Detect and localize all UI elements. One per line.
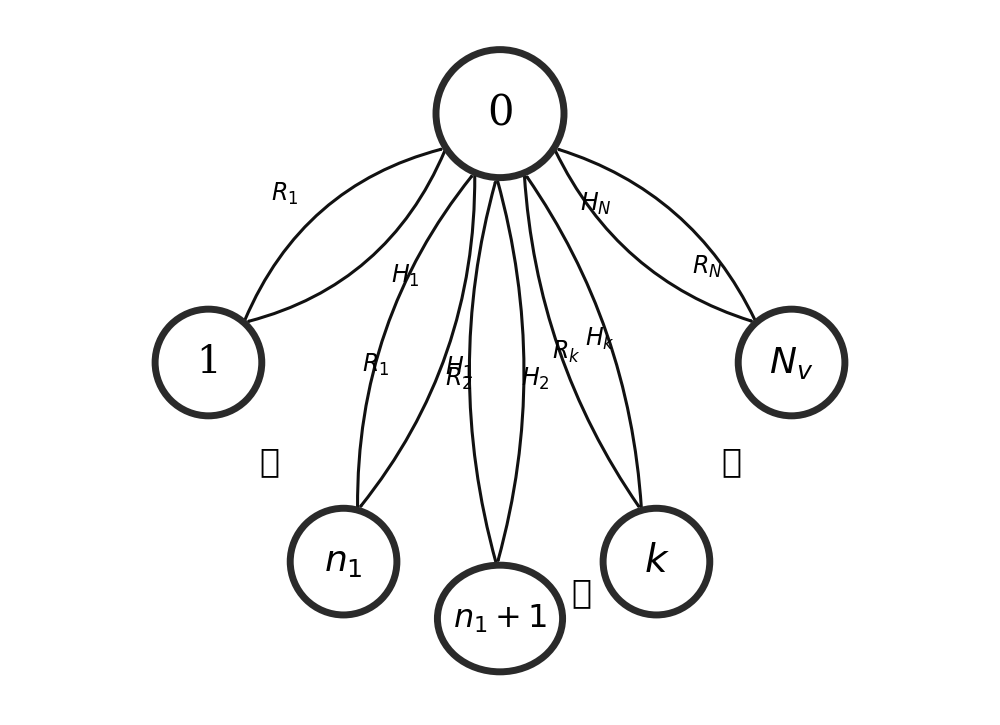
FancyArrowPatch shape xyxy=(361,175,475,506)
Text: $H_k$: $H_k$ xyxy=(585,326,614,352)
Text: $R_N$: $R_N$ xyxy=(692,254,723,280)
Ellipse shape xyxy=(436,49,564,178)
Ellipse shape xyxy=(290,508,397,615)
FancyArrowPatch shape xyxy=(524,175,639,506)
FancyArrowPatch shape xyxy=(249,151,445,321)
Ellipse shape xyxy=(155,309,262,416)
Text: $k$: $k$ xyxy=(644,543,669,580)
Text: ⋯: ⋯ xyxy=(721,446,741,478)
FancyArrowPatch shape xyxy=(527,177,641,508)
Text: $R_1$: $R_1$ xyxy=(271,181,298,207)
Ellipse shape xyxy=(738,309,845,416)
Text: ⋯: ⋯ xyxy=(259,446,279,478)
FancyArrowPatch shape xyxy=(559,149,755,320)
Text: ⋯: ⋯ xyxy=(572,578,592,610)
Text: 1: 1 xyxy=(196,344,221,381)
Text: $H_N$: $H_N$ xyxy=(580,191,612,217)
Text: $R_k$: $R_k$ xyxy=(552,339,581,365)
Text: $n_1$: $n_1$ xyxy=(324,544,363,579)
Text: 0: 0 xyxy=(487,93,513,135)
Text: $N_v$: $N_v$ xyxy=(769,344,814,381)
Text: $R_1$: $R_1$ xyxy=(362,352,390,378)
FancyArrowPatch shape xyxy=(358,176,471,508)
Ellipse shape xyxy=(603,508,710,615)
FancyArrowPatch shape xyxy=(497,181,524,560)
Text: $H_1$: $H_1$ xyxy=(391,263,420,289)
Text: $H_2$: $H_2$ xyxy=(521,365,549,392)
FancyArrowPatch shape xyxy=(245,149,441,320)
Ellipse shape xyxy=(437,566,563,672)
Text: $H_1$: $H_1$ xyxy=(445,355,474,381)
Text: $R_2$: $R_2$ xyxy=(445,365,472,392)
Text: $n_1+1$: $n_1+1$ xyxy=(453,602,547,634)
FancyArrowPatch shape xyxy=(469,183,496,563)
FancyArrowPatch shape xyxy=(555,151,751,321)
